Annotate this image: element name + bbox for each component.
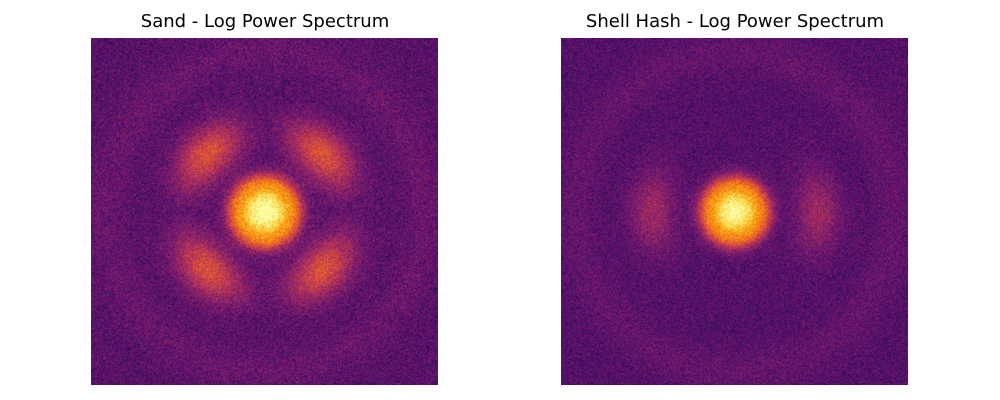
shell-hash-spectrum-heatmap bbox=[561, 38, 908, 385]
shell-hash-spectrum-title: Shell Hash - Log Power Spectrum bbox=[585, 11, 885, 32]
shell-hash-spectrum-panel: Shell Hash - Log Power Spectrum bbox=[535, 0, 935, 400]
sand-spectrum-title: Sand - Log Power Spectrum bbox=[140, 11, 390, 32]
sand-spectrum-heatmap bbox=[91, 38, 438, 385]
sand-spectrum-panel: Sand - Log Power Spectrum bbox=[65, 0, 465, 400]
